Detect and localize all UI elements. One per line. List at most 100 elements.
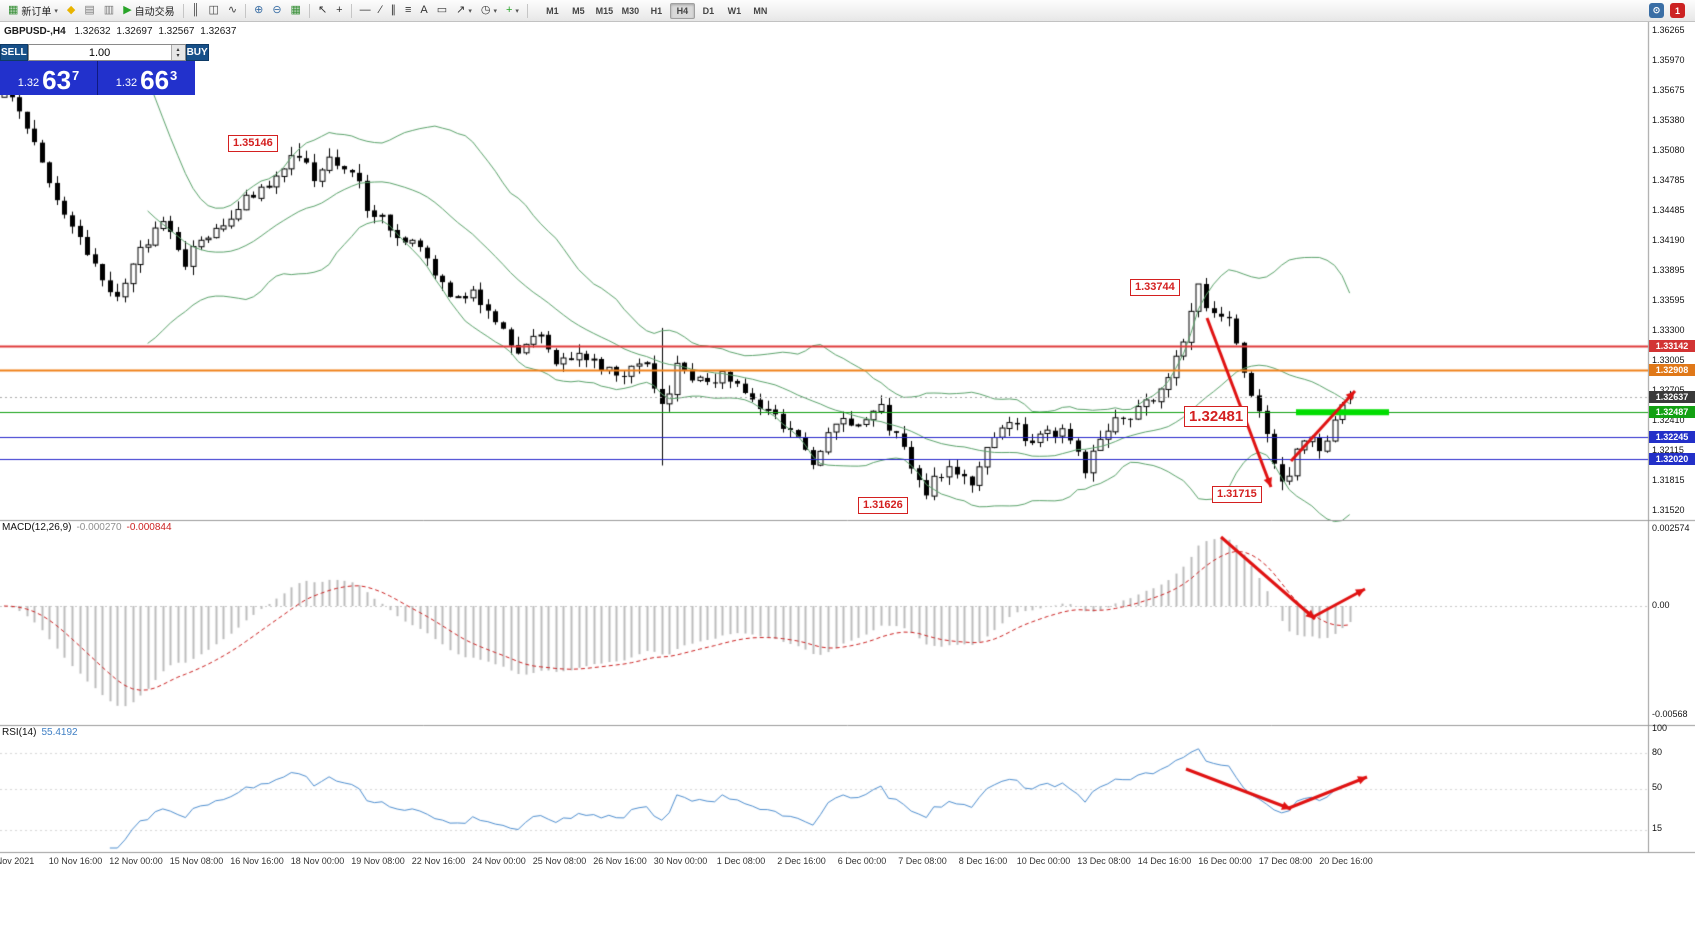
line-chart-mode-button[interactable]: ∿: [224, 2, 241, 20]
market-search-icon[interactable]: ⊙: [1649, 3, 1664, 18]
bar-chart-mode-icon: ║: [191, 4, 200, 16]
profiles-icon: ▤: [84, 4, 95, 16]
time-axis-label: 24 Nov 00:00: [472, 856, 526, 866]
price-axis-label: 1.33595: [1652, 295, 1685, 305]
rsi-axis-label: 80: [1652, 747, 1663, 757]
zoom-in-button[interactable]: ⊕: [250, 2, 267, 20]
price-tag: 1.33142: [1649, 339, 1695, 352]
buy-price-sup: 3: [170, 68, 178, 83]
time-axis-label: 2 Dec 16:00: [777, 856, 826, 866]
price-axis-label: 1.35380: [1652, 115, 1685, 125]
price-axis-label: 1.34485: [1652, 205, 1685, 215]
price-axis-label: 1.35080: [1652, 145, 1685, 155]
sell-button[interactable]: SELL: [0, 44, 28, 61]
time-axis-label: 25 Nov 08:00: [532, 856, 587, 866]
price-axis-label: 1.31520: [1652, 505, 1685, 515]
price-annotation: 1.33744: [1130, 279, 1180, 296]
toolbar-separator: [350, 3, 352, 18]
window-list-button[interactable]: ▥: [100, 2, 118, 20]
price-chart-canvas[interactable]: [0, 22, 1695, 942]
buy-button[interactable]: BUY: [185, 44, 209, 61]
text-label-icon: ▭: [436, 4, 448, 16]
dropdown-caret-icon: ▾: [515, 7, 519, 15]
price-axis-label: 1.35675: [1652, 85, 1685, 95]
new-order-icon: ▦: [8, 4, 19, 16]
trendline-icon: ∕: [379, 4, 382, 16]
macd-indicator-label: MACD(12,26,9) -0.000270 -0.000844: [2, 522, 172, 533]
autotrading-icon: ▶: [123, 4, 132, 16]
autotrading-button[interactable]: ▶ 自动交易: [119, 2, 178, 20]
price-axis-label: 1.33300: [1652, 325, 1685, 335]
timeframe-w1-button[interactable]: W1: [722, 3, 747, 19]
volume-down-icon[interactable]: ▾: [176, 52, 180, 59]
tile-windows-icon: ▦: [290, 4, 301, 16]
fibonacci-button[interactable]: ≡: [401, 2, 415, 20]
rsi-value: 55.4192: [41, 727, 78, 738]
toolbar-separator: [245, 3, 247, 18]
timeframe-h1-button[interactable]: H1: [644, 3, 669, 19]
buy-price-prefix: 1.32: [115, 77, 138, 89]
price-axis-label: 1.32410: [1652, 415, 1685, 425]
equidistant-channel-button[interactable]: ∥: [386, 2, 400, 20]
buy-price-display[interactable]: 1.32 66 3: [97, 61, 195, 95]
price-axis-label: 1.31815: [1652, 475, 1685, 485]
zoom-out-icon: ⊖: [272, 4, 282, 16]
timeframe-mn-button[interactable]: MN: [748, 3, 773, 19]
rsi-name: RSI(14): [2, 727, 37, 738]
text-label-button[interactable]: ▭: [433, 2, 451, 20]
new-order-button[interactable]: ▦ 新订单 ▾: [4, 2, 62, 20]
text-button[interactable]: A: [416, 2, 431, 20]
profiles-button[interactable]: ▤: [80, 2, 98, 20]
timeframe-h4-button[interactable]: H4: [669, 2, 695, 19]
cursor-icon: ↖: [317, 4, 328, 16]
time-axis-label: 14 Dec 16:00: [1137, 856, 1192, 866]
volume-up-icon[interactable]: ▴: [176, 46, 180, 53]
volume-stepper[interactable]: ▴ ▾: [170, 45, 185, 60]
crosshair-icon: +: [336, 4, 343, 16]
notification-badge[interactable]: 1: [1670, 3, 1685, 18]
arrows-tool-icon: ↗: [456, 4, 466, 16]
price-annotation: 1.31715: [1212, 486, 1262, 503]
rsi-axis-label: 15: [1652, 823, 1663, 833]
period-clock-button[interactable]: ◷ ▾: [477, 2, 501, 20]
indicators-icon: +: [505, 4, 513, 16]
zoom-out-button[interactable]: ⊖: [268, 2, 285, 20]
price-axis-label: 1.33005: [1652, 355, 1685, 365]
crosshair-button[interactable]: +: [332, 2, 346, 20]
volume-input[interactable]: [28, 45, 171, 60]
price-annotation: 1.32481: [1184, 406, 1249, 427]
price-annotation: 1.35146: [228, 135, 278, 152]
ohlc-open: 1.32632: [74, 26, 111, 37]
time-axis-label: 16 Nov 16:00: [230, 856, 284, 866]
tile-windows-button[interactable]: ▦: [287, 2, 305, 20]
timeframe-m1-button[interactable]: M1: [540, 3, 565, 19]
line-chart-mode-icon: ∿: [227, 4, 238, 16]
timeframe-m5-button[interactable]: M5: [566, 3, 591, 19]
new-order-button-label: 新订单: [21, 7, 52, 18]
horizontal-line-icon: —: [359, 4, 371, 16]
candlestick-mode-button[interactable]: ◫: [204, 2, 222, 20]
window-list-icon: ▥: [103, 4, 115, 16]
indicators-button[interactable]: + ▾: [502, 2, 523, 20]
horizontal-line-button[interactable]: —: [356, 2, 375, 20]
timeframe-m30-button[interactable]: M30: [618, 3, 643, 19]
bar-chart-mode-button[interactable]: ║: [188, 2, 204, 20]
timeframe-d1-button[interactable]: D1: [696, 3, 721, 19]
time-axis-label: 26 Nov 16:00: [593, 856, 647, 866]
ohlc-high: 1.32697: [116, 26, 153, 37]
timeframe-m15-button[interactable]: M15: [592, 3, 617, 19]
price-annotation: 1.31626: [858, 497, 908, 514]
price-tag: 1.32908: [1649, 363, 1695, 376]
time-axis-label: 10 Nov 16:00: [48, 856, 103, 866]
chart-ohlc-header: GBPUSD-,H4 1.32632 1.32697 1.32567 1.326…: [4, 26, 239, 37]
period-clock-icon: ◷: [480, 4, 491, 16]
arrows-tool-button[interactable]: ↗ ▾: [452, 2, 476, 20]
sell-price-display[interactable]: 1.32 63 7: [0, 61, 97, 95]
cursor-button[interactable]: ↖: [314, 2, 331, 20]
text-icon: A: [420, 4, 428, 16]
trendline-button[interactable]: ∕: [376, 2, 386, 20]
time-axis-label: 7 Dec 08:00: [898, 856, 947, 866]
metaeditor-button[interactable]: ◆: [63, 2, 79, 20]
price-axis-label: 1.32705: [1652, 385, 1685, 395]
